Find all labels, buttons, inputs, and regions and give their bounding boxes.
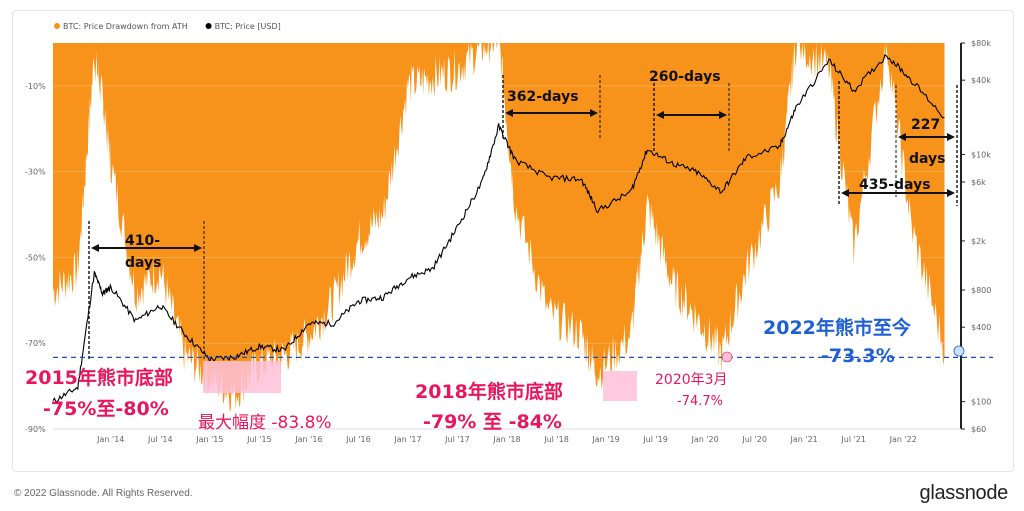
highlight-2015-bottom [203, 361, 281, 393]
x-tick-label: Jul '15 [246, 435, 272, 444]
arrow-435-days-head-right [947, 189, 955, 197]
x-tick-label: Jan '17 [393, 435, 421, 444]
x-tick-label: Jul '20 [741, 435, 767, 444]
chart-card: -10% -30% -50% -70% -90% $80k $40k $10k $6k $2k $8… [12, 10, 1014, 472]
arrow-260-days-head-left [656, 111, 664, 119]
arrow-410-days-head-left [91, 244, 99, 252]
x-tick-label: Jan '22 [889, 435, 917, 444]
x-tick-label: Jul '16 [345, 435, 371, 444]
highlight-2022-now [953, 345, 965, 357]
annotation-362-days: 362-days [507, 89, 579, 105]
annotation-2022-value: -73.3% [821, 345, 895, 367]
arrow-410-days-head-right [194, 244, 202, 252]
y-right-tick-label: $40k [971, 76, 991, 85]
highlight-2020-bottom [721, 351, 733, 363]
arrow-435-days-head-left [841, 189, 849, 197]
drawdown-chart: -10% -30% -50% -70% -90% $80k $40k $10k $6k $2k $8… [25, 22, 993, 444]
x-tick-label: Jan '20 [690, 435, 718, 444]
y-right-tick-label: $6k [971, 178, 986, 187]
y-left-tick-label: -50% [25, 253, 46, 262]
x-tick-label: Jul '21 [840, 435, 866, 444]
x-tick-label: Jul '17 [444, 435, 470, 444]
y-right-tick-label: $80k [971, 39, 991, 48]
annotation-2015-range: -75%至-80% [43, 398, 169, 420]
x-tick-label: Jan '15 [195, 435, 223, 444]
y-right-tick-label: $400 [971, 323, 991, 332]
annotation-435-days: 435-days [859, 177, 931, 193]
annotation-2018-range: -79% 至 -84% [423, 411, 562, 433]
y-left-tick-label: -10% [25, 82, 46, 91]
legend-label: BTC: Price Drawdown from ATH [63, 22, 188, 31]
annotation-2020-march: 2020年3月 [655, 372, 728, 388]
drawdown-area [53, 43, 945, 411]
arrow-260-days-head-right [719, 111, 727, 119]
annotation-227-label: 227 [911, 117, 940, 133]
annotation-2015-max: 最大幅度 -83.8% [198, 413, 332, 433]
legend-marker [54, 23, 60, 29]
arrow-227-days-head-left [898, 133, 906, 141]
arrow-362-days-head-left [505, 109, 513, 117]
y-right-tick-label: $800 [971, 286, 991, 295]
y-left-tick-label: -90% [25, 425, 46, 434]
x-tick-label: Jan '21 [790, 435, 818, 444]
y-right-tick-label: $100 [971, 398, 991, 407]
annotation-2020-value: -74.7% [677, 394, 723, 409]
price-line [52, 53, 945, 403]
x-tick-label: Jan '16 [294, 435, 322, 444]
x-tick-label: Jul '18 [543, 435, 569, 444]
y-left-tick-label: -70% [25, 339, 46, 348]
copyright-text: © 2022 Glassnode. All Rights Reserved. [14, 488, 193, 499]
x-tick-label: Jul '19 [642, 435, 668, 444]
arrow-227-days-head-right [947, 133, 955, 141]
legend-marker [205, 23, 212, 29]
arrow-362-days-head-right [590, 109, 598, 117]
y-right-tick-label: $10k [971, 151, 991, 160]
annotation-2022-bear: 2022年熊市至今 [763, 316, 911, 339]
annotation-227-days: days [909, 151, 946, 167]
x-tick-label: Jul '14 [147, 435, 173, 444]
y-right-tick-label: $60 [971, 425, 986, 434]
x-tick-label: Jan '18 [492, 435, 520, 444]
annotation-410-days: days [125, 255, 162, 271]
x-tick-label: Jan '19 [591, 435, 619, 444]
annotation-2018-bear-bottom: 2018年熊市底部 [415, 380, 563, 403]
x-tick-label: Jan '14 [96, 435, 124, 444]
annotation-410-label: 410- [125, 233, 160, 249]
y-left-tick-label: -30% [25, 168, 46, 177]
y-right-tick-label: $2k [971, 237, 986, 246]
highlight-2018-bottom [603, 371, 637, 401]
annotation-260-days: 260-days [649, 69, 721, 85]
annotation-2015-bear-bottom: 2015年熊市底部 [25, 366, 173, 389]
legend-label: BTC: Price [USD] [215, 22, 281, 31]
glassnode-logo: glassnode [919, 482, 1009, 504]
